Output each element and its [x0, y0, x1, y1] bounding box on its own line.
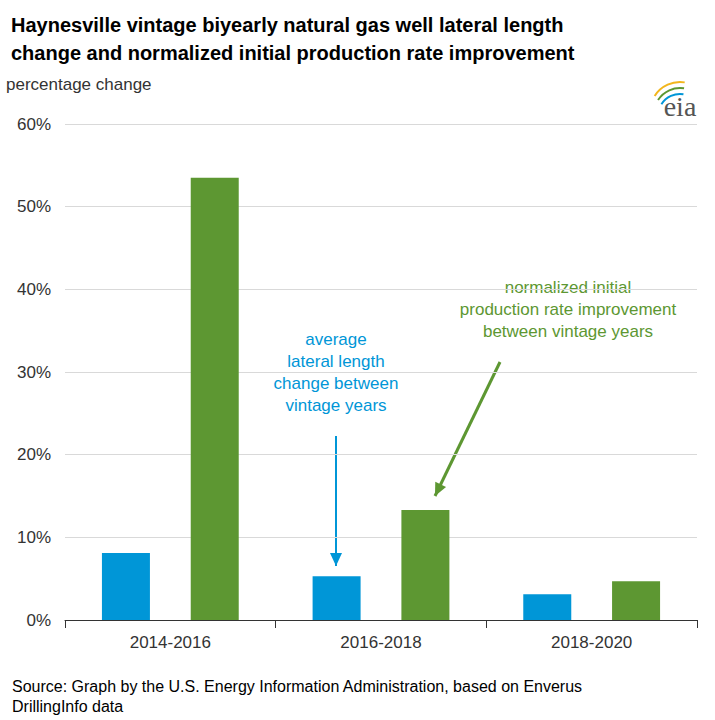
svg-text:30%: 30%	[17, 363, 51, 382]
svg-text:20%: 20%	[17, 445, 51, 464]
svg-text:change and normalized initial: change and normalized initial production…	[11, 42, 575, 64]
svg-text:eia: eia	[664, 91, 697, 122]
svg-text:percentage change: percentage change	[6, 75, 152, 94]
svg-text:change between: change between	[274, 374, 399, 393]
svg-text:0%: 0%	[26, 611, 51, 630]
svg-text:50%: 50%	[17, 197, 51, 216]
svg-text:normalized initial: normalized initial	[505, 278, 632, 297]
svg-text:vintage years: vintage years	[285, 396, 386, 415]
svg-text:production rate improvement: production rate improvement	[460, 300, 677, 319]
svg-text:average: average	[305, 330, 366, 349]
svg-text:Haynesville vintage biyearly n: Haynesville vintage biyearly natural gas…	[11, 14, 563, 36]
svg-text:40%: 40%	[17, 280, 51, 299]
svg-text:2018-2020: 2018-2020	[551, 633, 632, 652]
svg-text:10%: 10%	[17, 528, 51, 547]
svg-text:DrillingInfo data: DrillingInfo data	[12, 698, 123, 715]
svg-text:Source: Graph by the U.S. Ener: Source: Graph by the U.S. Energy Informa…	[12, 678, 582, 695]
svg-text:60%: 60%	[17, 115, 51, 134]
svg-text:lateral length: lateral length	[287, 352, 384, 371]
svg-text:2016-2018: 2016-2018	[340, 633, 421, 652]
svg-text:2014-2016: 2014-2016	[130, 633, 211, 652]
svg-text:between vintage years: between vintage years	[483, 322, 653, 341]
